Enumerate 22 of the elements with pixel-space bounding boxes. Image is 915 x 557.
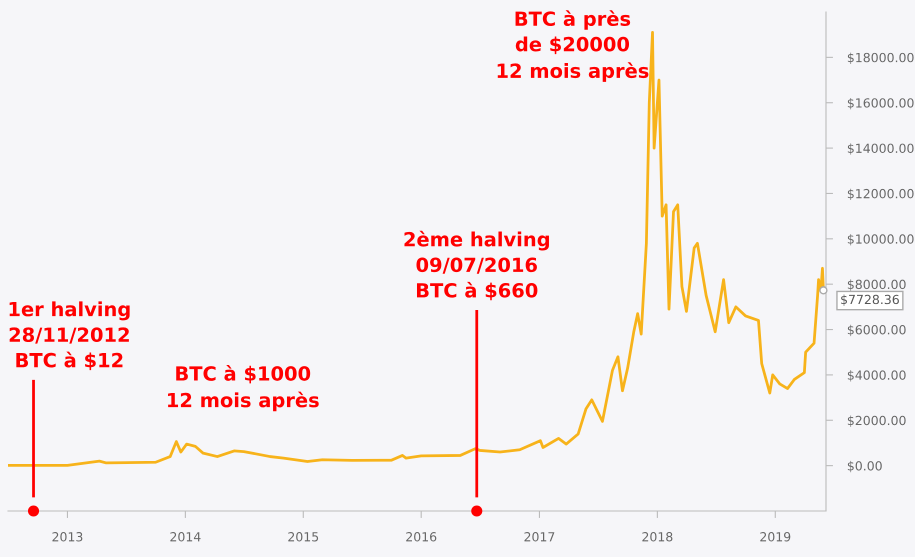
y-tick-label: $10000.00 (848, 234, 914, 246)
y-tick-label: $12000.00 (848, 188, 914, 200)
y-tick-label: $0.00 (848, 460, 882, 472)
ref-line-label: 2ème halving 09/07/2016 BTC à $660 (404, 230, 549, 300)
annotation: BTC à $1000 12 mois après (168, 365, 319, 412)
x-tick-label: 2013 (52, 532, 82, 542)
y-tick-label: $16000.00 (848, 98, 914, 110)
y-tick-label: $6000.00 (848, 324, 906, 336)
y-tick-label: $2000.00 (848, 416, 906, 427)
y-tick-label: $14000.00 (848, 143, 914, 155)
x-tick-label: 2014 (170, 532, 201, 542)
x-tick-label: 2019 (760, 532, 790, 542)
x-tick-label: 2016 (406, 532, 436, 542)
ref-line-label: 1er halving 28/11/2012 BTC à $12 (10, 301, 130, 370)
x-tick-label: 2015 (288, 532, 318, 542)
annotation: BTC à près de $20000 12 mois après (498, 10, 648, 82)
x-tick-label: 2018 (642, 532, 672, 542)
annotation: $7728.36 (841, 294, 899, 306)
y-tick-label: $8000.00 (848, 279, 906, 291)
x-tick-label: 2017 (524, 532, 554, 542)
y-tick-label: $18000.00 (848, 52, 914, 64)
y-tick-label: $4000.00 (848, 370, 906, 382)
